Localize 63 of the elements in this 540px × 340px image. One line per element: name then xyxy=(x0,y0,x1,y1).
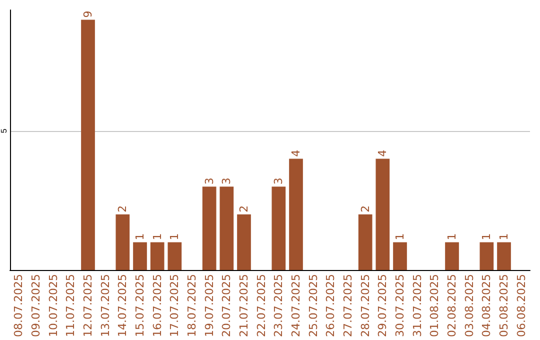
x-tick-label: 23.07.2025 xyxy=(272,274,286,337)
x-tick-label: 28.07.2025 xyxy=(358,274,372,337)
data-label: 3 xyxy=(272,178,286,185)
x-tick-label: 03.08.2025 xyxy=(462,274,476,337)
x-tick-label: 20.07.2025 xyxy=(220,274,234,337)
x-tick-label: 13.07.2025 xyxy=(98,274,112,337)
x-tick-label: 24.07.2025 xyxy=(290,274,302,337)
x-tick-label: 25.07.2025 xyxy=(306,274,320,337)
bar xyxy=(272,186,286,270)
bar xyxy=(133,242,147,270)
x-tick-label: 19.07.2025 xyxy=(202,274,216,337)
bar xyxy=(480,242,494,270)
x-tick-label: 27.07.2025 xyxy=(342,274,354,337)
data-label: 1 xyxy=(480,233,494,240)
data-label: 2 xyxy=(116,205,130,212)
data-label: 1 xyxy=(498,233,510,240)
data-label: 4 xyxy=(290,150,302,157)
bar xyxy=(220,186,234,270)
x-tick-label: 08.07.2025 xyxy=(12,274,26,337)
bar xyxy=(497,242,511,270)
bar xyxy=(150,242,164,270)
data-label: 3 xyxy=(220,178,234,185)
data-label: 1 xyxy=(134,233,146,240)
data-label: 3 xyxy=(202,178,216,185)
data-label: 4 xyxy=(376,150,390,157)
data-label: 2 xyxy=(358,205,372,212)
bar xyxy=(358,214,372,270)
data-label: 1 xyxy=(446,233,458,240)
bar xyxy=(168,242,182,270)
x-tick-label: 12.07.2025 xyxy=(82,274,94,337)
x-tick-label: 30.07.2025 xyxy=(394,274,406,337)
data-label: 9 xyxy=(82,10,94,18)
x-tick-label: 05.08.2025 xyxy=(498,274,510,337)
data-label: 1 xyxy=(150,233,164,240)
data-label: 1 xyxy=(168,233,182,240)
x-tick-label: 10.07.2025 xyxy=(46,274,60,337)
x-tick-label: 18.07.2025 xyxy=(186,274,198,337)
data-label: 2 xyxy=(238,205,250,212)
x-tick-label: 11.07.2025 xyxy=(64,274,78,337)
bar xyxy=(202,186,216,270)
x-tick-label: 04.08.2025 xyxy=(480,274,494,337)
x-tick-label: 09.07.2025 xyxy=(30,274,42,337)
x-tick-label: 29.07.2025 xyxy=(376,274,390,337)
x-tick-label: 15.07.2025 xyxy=(134,274,146,337)
x-tick-label: 26.07.2025 xyxy=(324,274,338,337)
bar xyxy=(445,242,459,270)
bar xyxy=(237,214,251,270)
bar xyxy=(393,242,407,270)
bar xyxy=(376,158,390,270)
bar xyxy=(116,214,130,270)
x-tick-label: 21.07.2025 xyxy=(238,274,250,337)
x-tick-label: 02.08.2025 xyxy=(446,274,458,337)
x-tick-label: 16.07.2025 xyxy=(150,274,164,337)
x-tick-label: 22.07.2025 xyxy=(254,274,268,337)
x-tick-label: 31.07.2025 xyxy=(410,274,424,337)
bar xyxy=(81,20,95,270)
x-tick-label: 14.07.2025 xyxy=(116,274,130,337)
y-tick-label: 5 xyxy=(0,128,8,134)
x-tick-label: 01.08.2025 xyxy=(428,274,442,337)
bar xyxy=(289,158,303,270)
data-label: 1 xyxy=(394,233,406,240)
x-tick-label: 06.08.2025 xyxy=(514,274,528,337)
x-tick-label: 17.07.2025 xyxy=(168,274,182,337)
